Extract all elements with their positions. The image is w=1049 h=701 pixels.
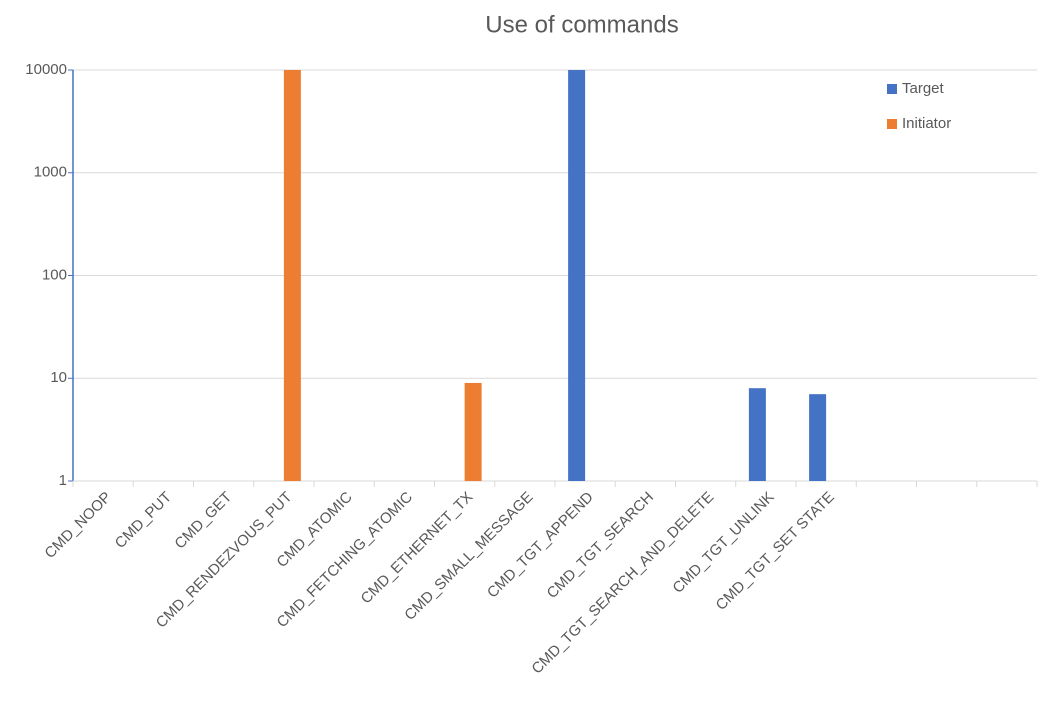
y-tick-label: 1 [59,472,67,489]
chart-title: Use of commands [485,11,678,38]
y-tick-label: 10000 [25,61,67,78]
x-tick-label: CMD_GET [171,489,235,553]
legend-label: Target [902,80,945,97]
x-tick-label: CMD_PUT [112,489,175,552]
x-tick-label: CMD_TGT_SET STATE [713,489,838,614]
bar [568,70,586,481]
y-tick-label: 100 [42,266,67,283]
x-tick-label: CMD_ETHERNET_TX [358,489,477,608]
bar [809,394,827,481]
legend-swatch [887,119,897,129]
x-tick-label: CMD_TGT_SEARCH [544,489,657,602]
x-tick-label: CMD_NOOP [41,489,114,562]
y-tick-label: 10 [50,369,67,386]
legend-swatch [887,84,897,94]
bar [748,388,766,481]
bar [464,382,482,481]
x-tick-label: CMD_TGT_UNLINK [669,489,777,597]
legend-label: Initiator [902,115,951,132]
y-tick-label: 1000 [34,164,67,181]
x-tick-label: CMD_TGT_APPEND [484,489,597,602]
bar [283,70,301,481]
